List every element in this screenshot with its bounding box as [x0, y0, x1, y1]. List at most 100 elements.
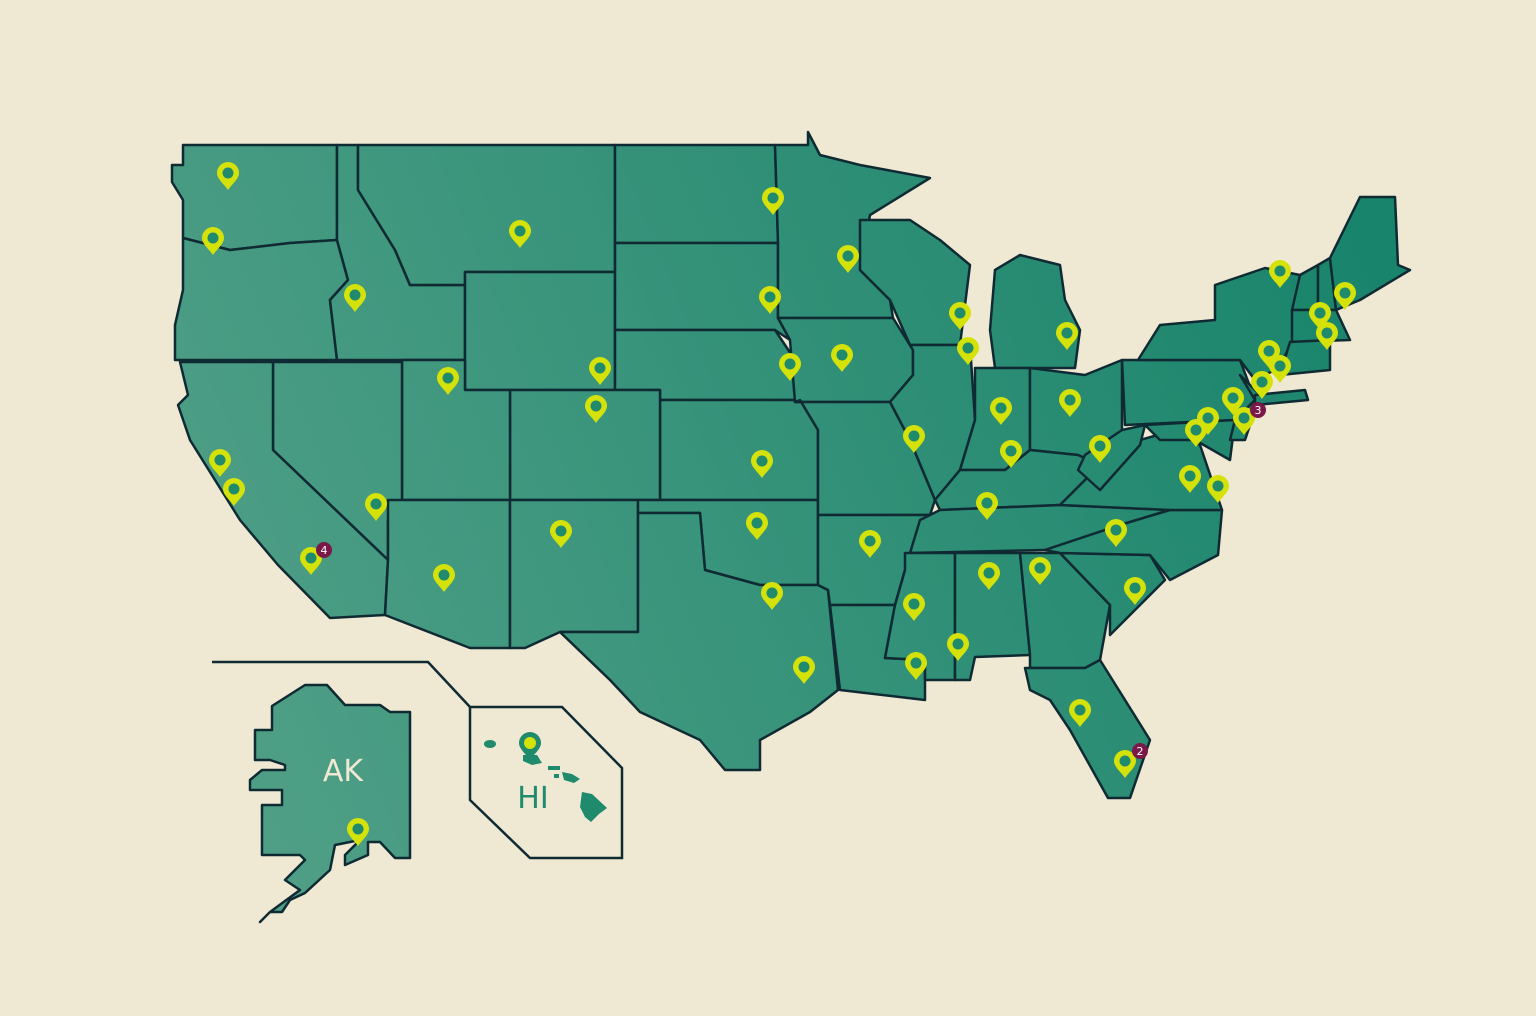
location-pin[interactable]: [751, 450, 773, 478]
pin-dot: [1227, 392, 1239, 404]
pin-dot: [1005, 445, 1017, 457]
location-pin[interactable]: [905, 652, 927, 680]
location-pin[interactable]: [1056, 322, 1078, 350]
long-island[interactable]: [1253, 388, 1310, 407]
location-pin[interactable]: [300, 547, 322, 575]
pin-dot: [784, 358, 796, 370]
pin-dot: [1263, 345, 1275, 357]
state-or[interactable]: [173, 236, 350, 362]
location-pin[interactable]: [1222, 387, 1244, 415]
location-pin[interactable]: [1105, 519, 1127, 547]
state-fl[interactable]: [1023, 658, 1152, 800]
location-pin[interactable]: [550, 520, 572, 548]
state-nm[interactable]: [508, 498, 640, 650]
location-pin[interactable]: [365, 493, 387, 521]
location-pin[interactable]: [1000, 440, 1022, 468]
location-pin[interactable]: [1124, 577, 1146, 605]
location-pin[interactable]: [859, 530, 881, 558]
pin-dot: [524, 737, 536, 749]
location-pin[interactable]: [1269, 260, 1291, 288]
pin-dot: [1064, 394, 1076, 406]
location-pin[interactable]: [1069, 699, 1091, 727]
location-pin[interactable]: [1334, 282, 1356, 310]
pin-dot: [1184, 470, 1196, 482]
pin-dot: [751, 517, 763, 529]
location-pin[interactable]: [1269, 355, 1291, 383]
location-pin[interactable]: [1233, 407, 1255, 435]
location-pin[interactable]: [762, 187, 784, 215]
pin-dot: [1129, 582, 1141, 594]
state-wa[interactable]: [170, 143, 339, 252]
location-pin[interactable]: [344, 284, 366, 312]
location-pin[interactable]: [746, 512, 768, 540]
location-pin[interactable]: [949, 302, 971, 330]
location-pin[interactable]: [1179, 465, 1201, 493]
state-co[interactable]: [508, 388, 662, 502]
state-ak[interactable]: [248, 683, 412, 924]
location-pin[interactable]: [976, 492, 998, 520]
location-pin[interactable]: [209, 449, 231, 477]
location-pin[interactable]: [903, 593, 925, 621]
state-wv[interactable]: [1076, 423, 1147, 492]
location-pin[interactable]: [831, 344, 853, 372]
location-pin[interactable]: [1316, 322, 1338, 350]
location-pin[interactable]: [779, 353, 801, 381]
ak-label: AK: [323, 754, 365, 789]
location-pin[interactable]: [793, 656, 815, 684]
pin-dot: [594, 362, 606, 374]
state-md-de[interactable]: [1143, 418, 1237, 462]
location-pin[interactable]: [903, 425, 925, 453]
location-pin[interactable]: [223, 478, 245, 506]
location-pin[interactable]: [437, 367, 459, 395]
location-pin[interactable]: [978, 562, 1000, 590]
pin-dot: [352, 823, 364, 835]
location-pin[interactable]: [1029, 557, 1051, 585]
state-mi[interactable]: [988, 253, 1082, 370]
location-pin[interactable]: [589, 357, 611, 385]
location-pins: [202, 162, 1356, 846]
hawaii-inset-frame: [468, 705, 624, 860]
pin-dot: [1190, 424, 1202, 436]
pin-dot: [1256, 376, 1268, 388]
location-pin[interactable]: [837, 245, 859, 273]
location-pin[interactable]: [347, 818, 369, 846]
location-pin[interactable]: [759, 286, 781, 314]
state-me[interactable]: [1328, 195, 1412, 312]
cluster-count-badge[interactable]: 2: [1132, 743, 1148, 759]
pin-dot: [1074, 704, 1086, 716]
location-pin[interactable]: [947, 633, 969, 661]
pin-dot: [349, 289, 361, 301]
hawaii-pin[interactable]: [519, 732, 541, 760]
location-pin[interactable]: [761, 582, 783, 610]
badge-count: 3: [1255, 404, 1262, 417]
location-pin[interactable]: [1059, 389, 1081, 417]
location-pin[interactable]: [1251, 371, 1273, 399]
location-pin[interactable]: [990, 397, 1012, 425]
pin-dot: [305, 552, 317, 564]
state-ks[interactable]: [658, 398, 820, 502]
state-nc[interactable]: [1043, 508, 1224, 582]
pin-dot: [962, 342, 974, 354]
location-pin[interactable]: [433, 564, 455, 592]
location-pin[interactable]: [202, 227, 224, 255]
location-pin[interactable]: [1207, 475, 1229, 503]
location-pin[interactable]: [585, 395, 607, 423]
pin-dot: [756, 455, 768, 467]
location-pin[interactable]: [957, 337, 979, 365]
location-pin[interactable]: [1114, 750, 1136, 778]
state-vt[interactable]: [1290, 263, 1320, 312]
state-nd[interactable]: [613, 143, 780, 245]
location-pin[interactable]: [509, 220, 531, 248]
pin-dot: [1202, 412, 1214, 424]
state-tx[interactable]: [558, 511, 840, 772]
location-pin[interactable]: [1185, 419, 1207, 447]
location-pin[interactable]: [1089, 435, 1111, 463]
location-pin[interactable]: [217, 162, 239, 190]
cluster-count-badge[interactable]: 3: [1250, 402, 1266, 418]
state-ca[interactable]: [176, 360, 390, 620]
state-il[interactable]: [888, 343, 977, 502]
inset-area: AK HI: [212, 660, 624, 924]
cluster-count-badge[interactable]: 4: [316, 542, 332, 558]
hi-label: HI: [517, 781, 548, 816]
